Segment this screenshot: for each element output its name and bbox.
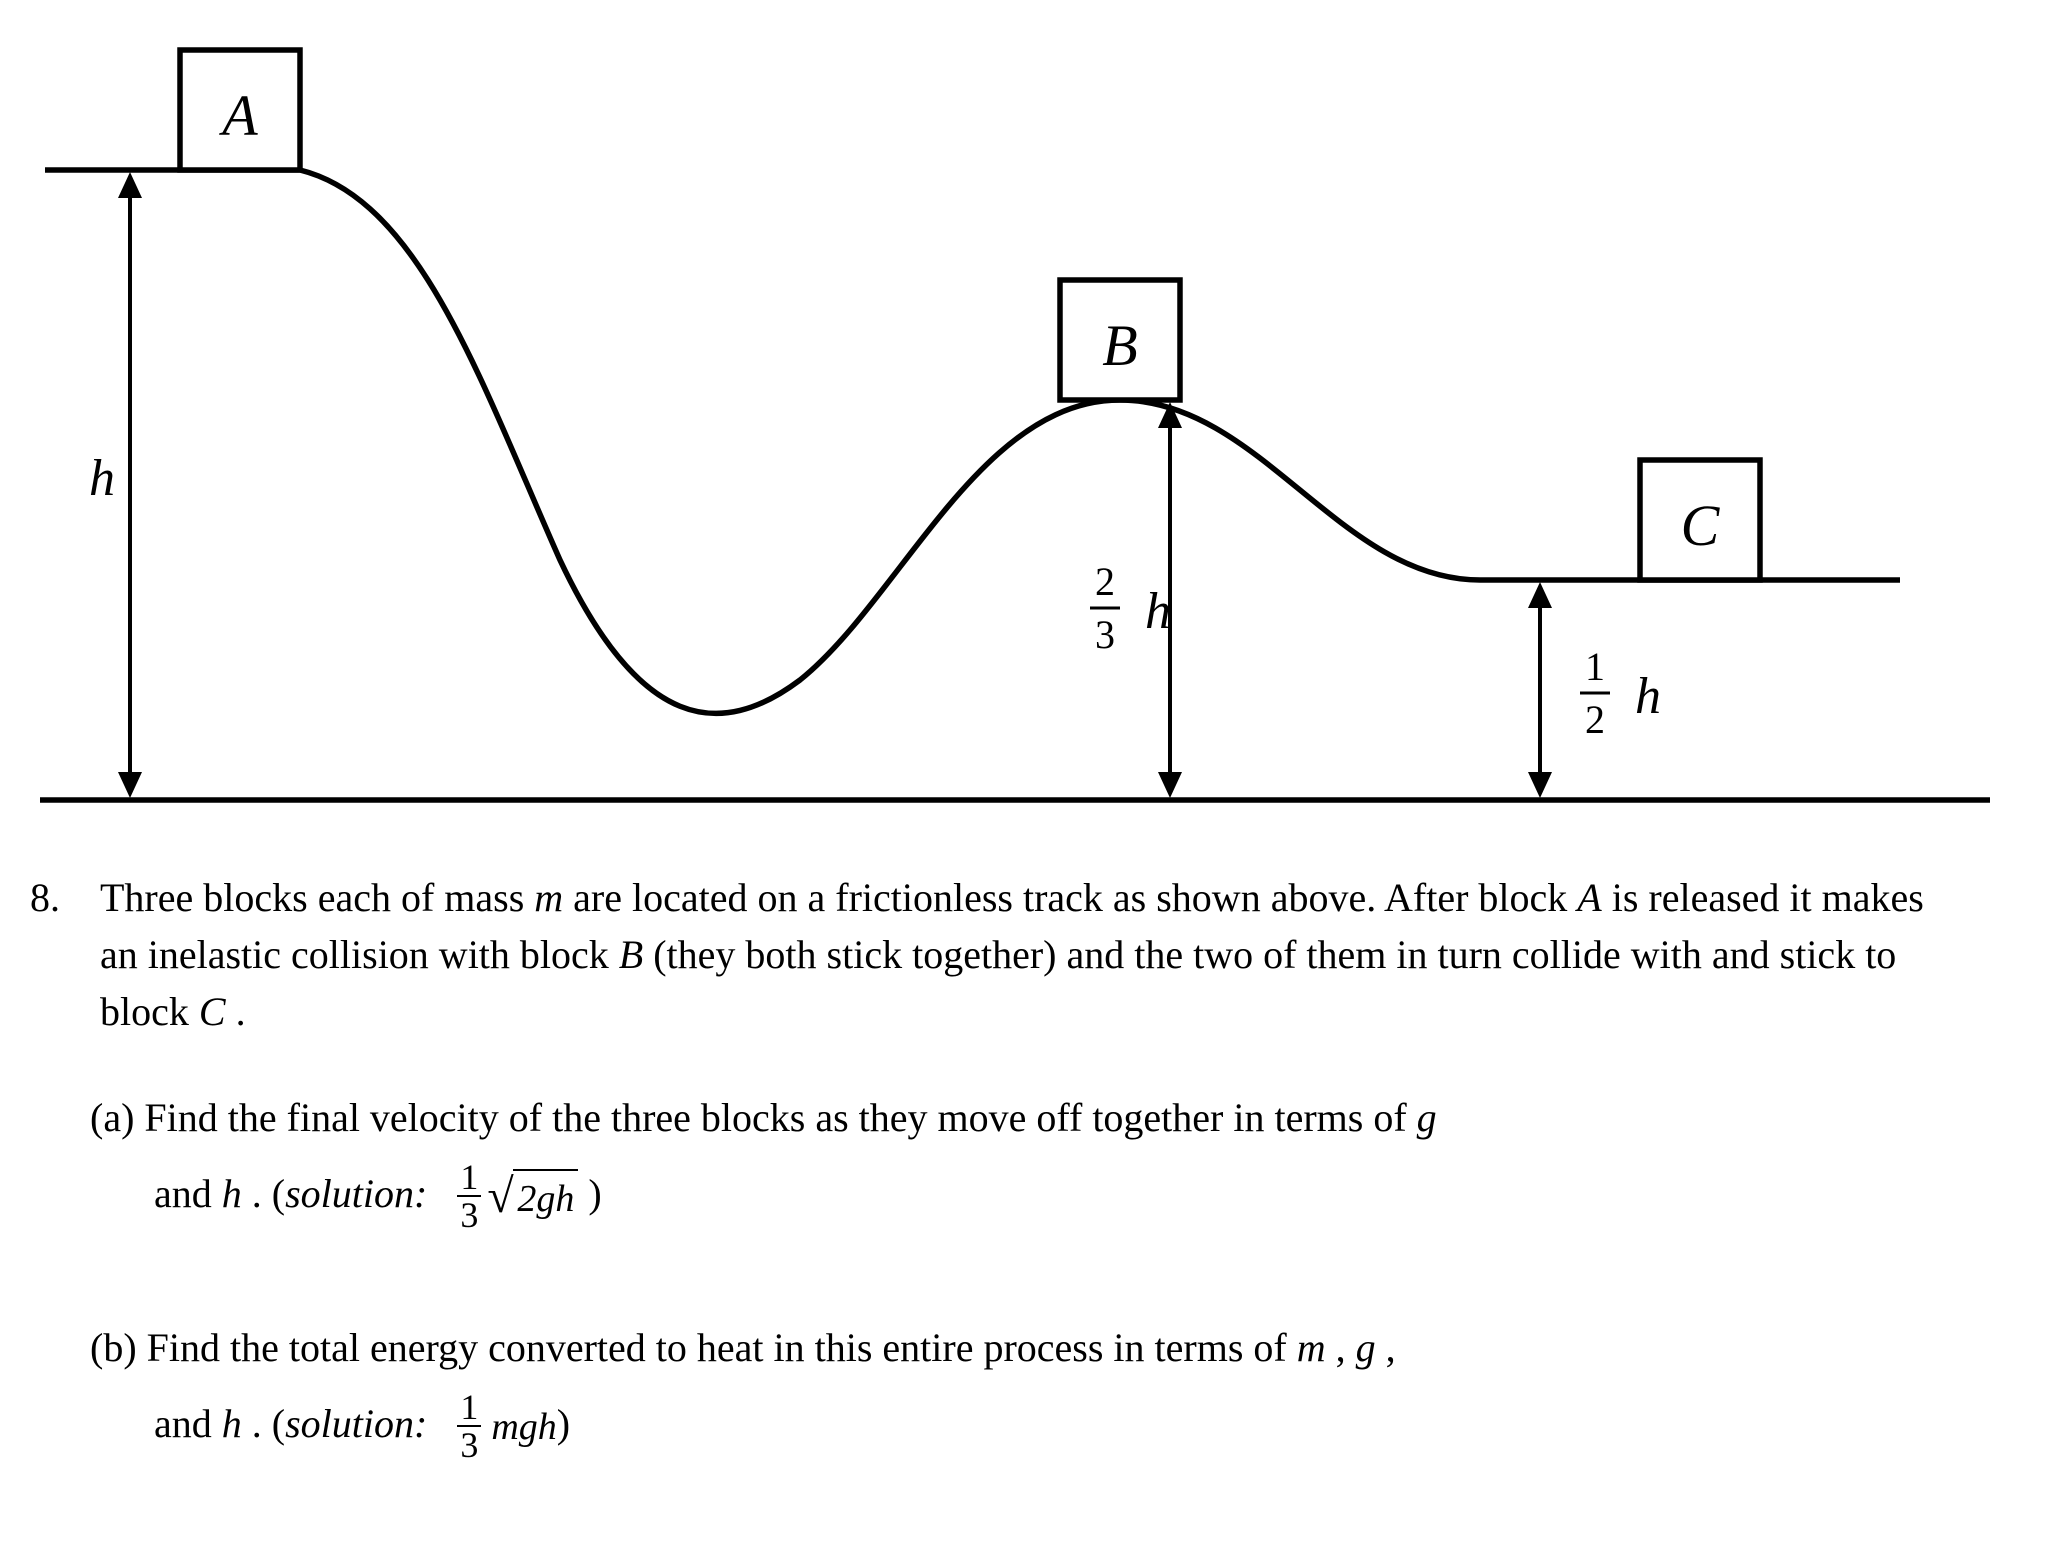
block-c-label: C <box>1681 493 1721 558</box>
svg-text:h: h <box>1635 668 1661 725</box>
var-m: m <box>1297 1325 1326 1370</box>
sqrt-2gh: 2gh <box>491 1169 578 1227</box>
svg-text:3: 3 <box>1095 612 1115 657</box>
problem-statement: 8. Three blocks each of mass m are locat… <box>30 870 1990 1040</box>
var-h-b: h <box>222 1401 242 1446</box>
part-b-label: (b) <box>90 1325 137 1370</box>
solution-word-a: solution: <box>285 1171 427 1216</box>
height-label-2-3-h: 2 3 h <box>1090 559 1171 657</box>
height-label-1-2-h: 1 2 h <box>1580 644 1661 742</box>
svg-text:2: 2 <box>1585 697 1605 742</box>
part-a-label: (a) <box>90 1095 134 1140</box>
var-g-b: g <box>1356 1325 1376 1370</box>
part-b-text1: Find the total energy converted to heat … <box>147 1325 1297 1370</box>
svg-text:2: 2 <box>1095 559 1115 604</box>
part-a: (a) Find the final velocity of the three… <box>90 1090 2010 1235</box>
problem-body: Three blocks each of mass m are located … <box>100 870 1960 1040</box>
height-arrow-c <box>1528 582 1552 798</box>
part-a-text1: Find the final velocity of the three blo… <box>144 1095 1416 1140</box>
block-b-label: B <box>1102 313 1137 378</box>
height-label-h: h <box>89 450 115 507</box>
problem-number: 8. <box>30 870 90 927</box>
part-b-and: and <box>154 1401 222 1446</box>
mgh: mgh <box>491 1406 556 1448</box>
var-g: g <box>1417 1095 1437 1140</box>
part-b: (b) Find the total energy converted to h… <box>90 1320 2010 1465</box>
solution-word-b: solution: <box>285 1401 427 1446</box>
page: A B C h 2 3 h <box>0 0 2046 1547</box>
physics-diagram: A B C h 2 3 h <box>0 0 2046 860</box>
svg-text:1: 1 <box>1585 644 1605 689</box>
height-arrow-a <box>118 172 142 798</box>
fraction-1-3-a: 1 3 <box>457 1159 481 1233</box>
svg-text:h: h <box>1145 583 1171 640</box>
block-a-label: A <box>218 83 258 148</box>
track-path <box>45 170 1900 713</box>
var-h-a: h <box>222 1171 242 1216</box>
fraction-1-3-b: 1 3 <box>457 1389 481 1463</box>
part-a-and: and <box>154 1171 222 1216</box>
